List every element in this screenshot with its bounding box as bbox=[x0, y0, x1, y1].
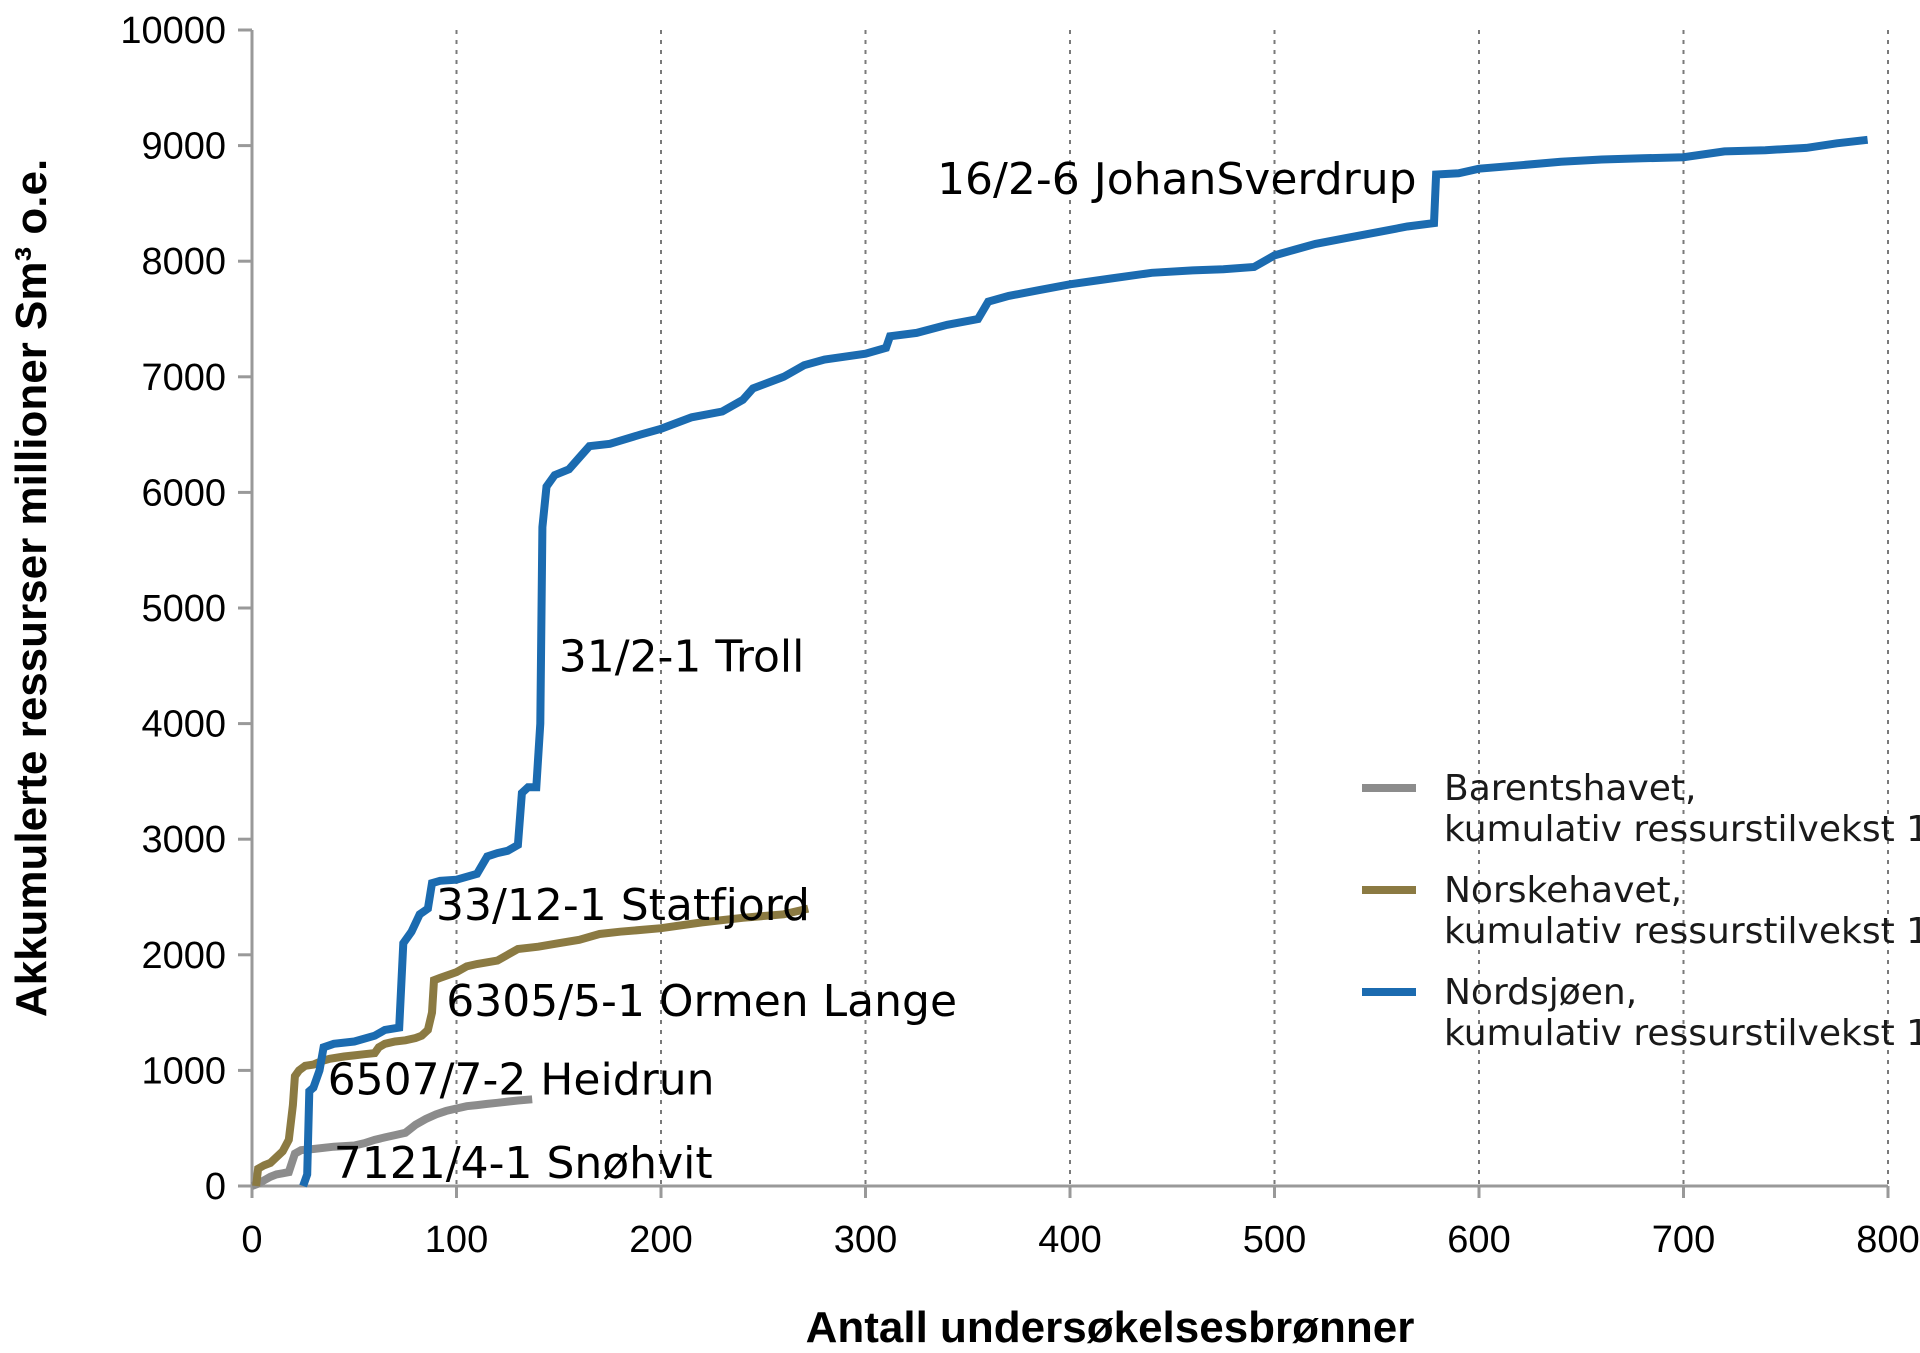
annotation-label: 6507/7-2 Heidrun bbox=[328, 1055, 715, 1106]
x-tick-label: 500 bbox=[1243, 1219, 1306, 1261]
legend: Barentshavet,kumulativ ressurstilvekst 1… bbox=[1362, 768, 1920, 1054]
x-axis-ticks: 0 100 200 300 400 500 600 700 800 bbox=[241, 1186, 1920, 1261]
annotation-label: 6305/5-1 Ormen Lange bbox=[446, 976, 957, 1027]
y-tick-label: 4000 bbox=[141, 704, 226, 746]
series-line-1 bbox=[252, 904, 810, 1187]
x-tick-label: 0 bbox=[241, 1219, 262, 1261]
x-tick-label: 100 bbox=[425, 1219, 488, 1261]
y-axis-title: Akkumulerte ressurser millioner Sm³ o.e. bbox=[7, 159, 56, 1017]
legend-label-1-line2: kumulativ ressurstilvekst 1980-2021 bbox=[1444, 911, 1920, 952]
y-tick-label: 9000 bbox=[141, 126, 226, 168]
legend-label-2: Nordsjøen, bbox=[1444, 972, 1637, 1013]
x-tick-label: 600 bbox=[1447, 1219, 1510, 1261]
y-tick-label: 1000 bbox=[141, 1050, 226, 1092]
x-tick-label: 300 bbox=[834, 1219, 897, 1261]
y-tick-label: 6000 bbox=[141, 472, 226, 514]
x-tick-label: 700 bbox=[1652, 1219, 1715, 1261]
series-lines bbox=[250, 135, 1869, 1190]
annotation-label: 31/2-1 Troll bbox=[559, 632, 805, 683]
series-line-0 bbox=[250, 1095, 533, 1190]
annotation-label: 7121/4-1 Snøhvit bbox=[334, 1138, 713, 1189]
legend-label-0-line2: kumulativ ressurstilvekst 1980-2021 bbox=[1444, 809, 1920, 850]
y-tick-label: 10000 bbox=[120, 10, 226, 52]
y-tick-label: 8000 bbox=[141, 241, 226, 283]
legend-label-1: Norskehavet, bbox=[1444, 870, 1682, 911]
y-tick-label: 5000 bbox=[141, 588, 226, 630]
annotation-label: 33/12-1 Statfjord bbox=[436, 880, 810, 931]
legend-label-0: Barentshavet, bbox=[1444, 768, 1697, 809]
x-axis-title: Antall undersøkelsesbrønner bbox=[806, 1303, 1415, 1352]
y-tick-label: 3000 bbox=[141, 819, 226, 861]
annotations: 16/2-6 JohanSverdrup 31/2-1 Troll 33/12-1 … bbox=[328, 154, 1417, 1189]
x-tick-label: 800 bbox=[1856, 1219, 1919, 1261]
legend-label-2-line2: kumulativ ressurstilvekst 1966-2021 bbox=[1444, 1013, 1920, 1054]
gridlines bbox=[455, 30, 1889, 1186]
y-tick-label: 2000 bbox=[141, 935, 226, 977]
series-line-2 bbox=[299, 135, 1869, 1188]
x-tick-label: 200 bbox=[629, 1219, 692, 1261]
y-axis-ticks: 0 1000 2000 3000 4000 5000 6000 7000 8000 9000 100… bbox=[120, 10, 252, 1208]
annotation-label: 16/2-6 JohanSverdrup bbox=[937, 154, 1416, 205]
y-tick-label: 7000 bbox=[141, 357, 226, 399]
y-tick-label: 0 bbox=[205, 1166, 226, 1208]
x-tick-label: 400 bbox=[1038, 1219, 1101, 1261]
